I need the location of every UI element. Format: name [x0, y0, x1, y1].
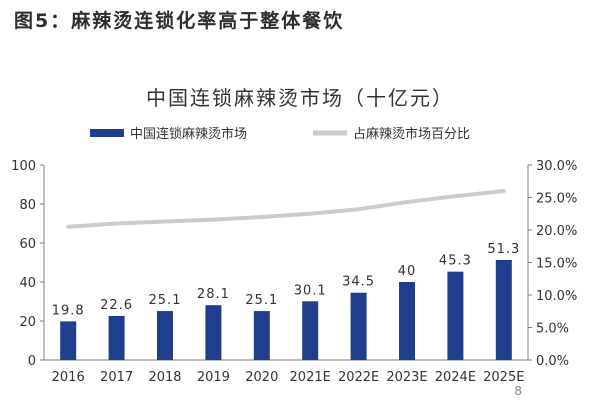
bar-data-label: 51.3: [487, 242, 520, 257]
y-tick-label-right: 30.0%: [536, 159, 577, 174]
figure-header: 图5：麻辣烫连锁化率高于整体餐饮: [14, 10, 345, 32]
line-point: [116, 223, 118, 224]
x-tick-label: 2019: [197, 370, 230, 385]
line-point: [358, 208, 360, 210]
y-tick-label-left: 0: [28, 354, 36, 369]
y-tick-label-left: 100: [11, 159, 36, 174]
x-tick-label: 2021E: [290, 370, 331, 385]
y-tick-label-left: 20: [19, 315, 36, 330]
percentage-line: [66, 189, 506, 229]
line-point: [67, 226, 69, 228]
bar-data-label: 22.6: [100, 298, 133, 313]
y-tick-label-left: 40: [19, 276, 36, 291]
line-point: [503, 190, 505, 192]
line-point: [406, 201, 408, 203]
bar-series: [60, 259, 512, 360]
bar: [399, 282, 415, 360]
x-tick-label: 2024E: [435, 370, 476, 385]
bar-data-label: 19.8: [52, 303, 85, 318]
y-tick-label-right: 25.0%: [536, 192, 577, 207]
x-tick-label: 2022E: [338, 370, 379, 385]
bar-data-label: 34.5: [342, 275, 375, 290]
bar-data-label: 28.1: [197, 287, 230, 302]
x-tick-label: 2017: [100, 370, 133, 385]
y-tick-label-right: 5.0%: [536, 322, 569, 337]
y-tick-label-left: 60: [19, 237, 36, 252]
bar: [302, 301, 319, 360]
x-tick-label: 2018: [148, 370, 181, 385]
bar-data-label: 45.3: [439, 254, 472, 269]
page-number: 8: [514, 384, 522, 398]
line-point: [212, 219, 214, 221]
chart-legend: 中国连锁麻辣烫市场 占麻辣烫市场百分比: [90, 126, 470, 142]
legend-swatch-bar: [90, 129, 124, 137]
bar: [495, 259, 512, 360]
chart-axes: 0 20 40 60 80 100 0.0% 5.0% 10.0% 15.0% 20.0% 25.0%…: [11, 159, 577, 385]
bar-data-label: 25.1: [245, 293, 278, 308]
y-tick-label-right: 15.0%: [536, 257, 577, 272]
x-tick-label: 2020: [245, 370, 278, 385]
bar: [253, 311, 270, 360]
bar: [205, 305, 222, 360]
legend-label-line: 占麻辣烫市场百分比: [353, 126, 470, 142]
bar: [60, 321, 77, 360]
bar: [350, 292, 367, 360]
legend-label-bar: 中国连锁麻辣烫市场: [130, 126, 247, 142]
line-series: [66, 189, 506, 229]
y-tick-label-left: 80: [19, 198, 36, 213]
bar: [108, 315, 125, 360]
bar: [157, 311, 173, 360]
bar-data-label: 30.1: [294, 283, 327, 298]
data-labels: 19.8 22.6 25.1 28.1 25.1 30.1 34.5 40 45.3 51.3: [52, 242, 520, 318]
chart-title: 中国连锁麻辣烫市场（十亿元）: [146, 86, 454, 110]
bar-data-label: 25.1: [149, 293, 182, 308]
bar-data-label: 40: [398, 264, 417, 279]
bar: [447, 271, 464, 360]
line-point: [454, 195, 456, 197]
line-point: [164, 221, 166, 223]
line-point: [261, 216, 263, 218]
x-tick-label: 2016: [52, 370, 85, 385]
x-tick-label: 2025E: [483, 370, 524, 385]
y-tick-label-right: 0.0%: [536, 354, 569, 369]
x-tick-label: 2023E: [386, 370, 427, 385]
line-point: [309, 213, 311, 215]
y-tick-label-right: 10.0%: [536, 289, 577, 304]
y-tick-label-right: 20.0%: [536, 224, 577, 239]
